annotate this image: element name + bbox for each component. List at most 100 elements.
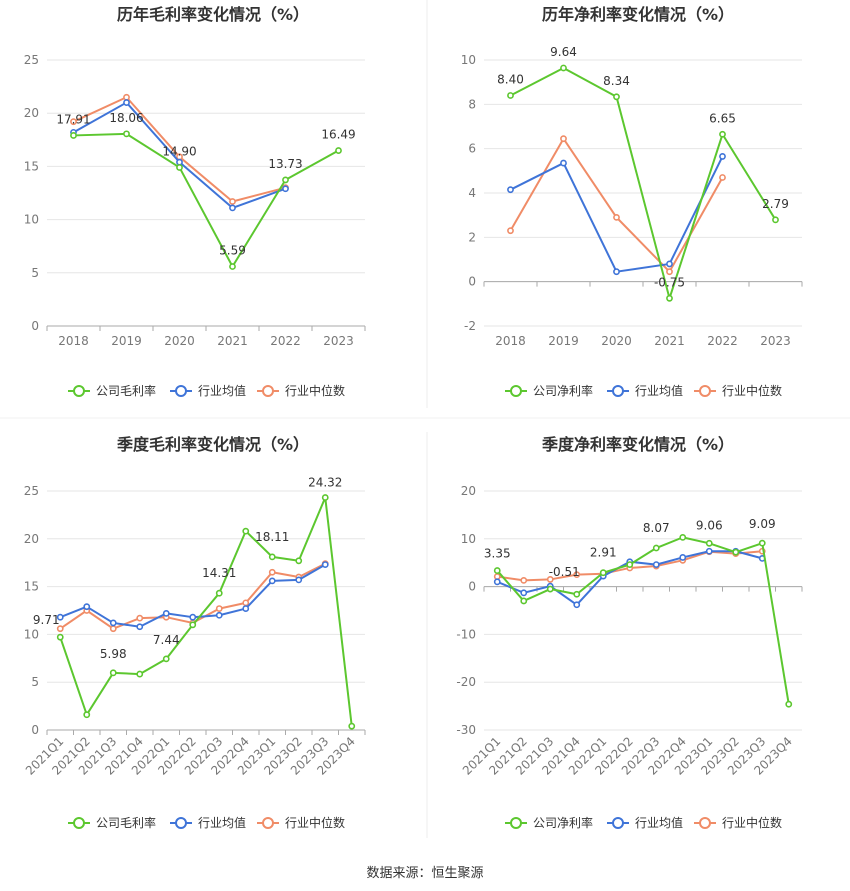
- x-tick-label: 2019: [548, 334, 579, 348]
- y-tick-label: 0: [31, 723, 39, 737]
- data-point-company: [573, 590, 581, 598]
- y-tick-label: 0: [468, 580, 476, 594]
- data-point-company: [493, 567, 501, 574]
- x-tick-label: 2021: [654, 334, 685, 348]
- data-source-note: 数据来源：恒生聚源: [366, 866, 484, 881]
- data-point-avg: [189, 613, 197, 621]
- legend-item-avg: 行业均值: [607, 815, 683, 830]
- data-label: -0.75: [654, 275, 685, 289]
- data-point-company: [242, 527, 250, 535]
- data-point-median: [666, 268, 673, 276]
- data-point-company: [215, 589, 223, 597]
- data-point-company: [229, 263, 236, 270]
- data-point-median: [613, 213, 620, 221]
- data-point-median: [560, 135, 567, 143]
- data-label: 3.35: [484, 547, 511, 561]
- legend-label: 公司毛利率: [96, 383, 156, 398]
- data-point-avg: [705, 547, 713, 555]
- data-point-avg: [56, 613, 64, 621]
- data-point-avg: [83, 603, 91, 611]
- data-label: 5.59: [219, 244, 246, 258]
- legend-marker: [175, 385, 187, 397]
- data-label: 8.07: [643, 521, 670, 535]
- chart-panel-4: 季度净利率变化情况（%）-30-20-10010202021Q12021Q220…: [456, 435, 803, 830]
- chart-title: 季度毛利率变化情况（%）: [116, 435, 309, 454]
- x-tick-label: 2019: [111, 334, 142, 348]
- data-point-company: [348, 722, 356, 730]
- data-label: 14.90: [162, 144, 196, 158]
- data-point-median: [229, 198, 236, 205]
- series-line-company: [73, 132, 339, 268]
- y-tick-label: 25: [24, 53, 39, 67]
- data-point-company: [162, 655, 170, 663]
- data-label: 9.64: [550, 45, 577, 59]
- data-point-avg: [493, 578, 501, 586]
- legend-marker: [510, 817, 522, 829]
- chart-title: 历年净利率变化情况（%）: [542, 5, 734, 24]
- data-point-avg: [679, 554, 687, 561]
- data-point-company: [785, 700, 793, 708]
- data-label: 14.31: [202, 566, 236, 580]
- y-tick-label: 5: [31, 675, 39, 689]
- legend-label: 公司净利率: [533, 815, 593, 830]
- data-point-median: [507, 227, 514, 235]
- data-point-avg: [560, 159, 567, 167]
- legend-item-median: 行业中位数: [257, 383, 345, 398]
- data-point-avg: [268, 577, 276, 585]
- chart-title: 季度净利率变化情况（%）: [541, 435, 734, 454]
- data-point-company: [560, 64, 567, 72]
- data-point-company: [56, 633, 64, 641]
- y-tick-label: -10: [456, 627, 476, 641]
- series-line-company: [510, 66, 777, 300]
- data-point-median: [109, 625, 117, 633]
- data-point-avg: [652, 561, 660, 569]
- data-point-median: [56, 625, 64, 633]
- y-tick-label: 4: [468, 186, 476, 200]
- data-point-avg: [136, 623, 144, 631]
- y-tick-label: 10: [461, 532, 476, 546]
- legend-label: 行业均值: [198, 815, 246, 830]
- legend-marker: [262, 385, 274, 397]
- legend-label: 公司净利率: [533, 383, 593, 398]
- x-tick-label: 2018: [58, 334, 89, 348]
- data-point-company: [705, 539, 713, 547]
- data-point-company: [268, 553, 276, 561]
- data-label: -0.51: [549, 565, 580, 579]
- y-tick-label: 20: [461, 484, 476, 498]
- x-tick-label: 2023: [323, 334, 354, 348]
- data-label: 16.49: [321, 128, 355, 142]
- data-label: 9.06: [696, 518, 723, 532]
- series-line-company: [59, 496, 353, 727]
- legend-label: 行业中位数: [722, 815, 782, 830]
- x-tick-label: 2022: [270, 334, 301, 348]
- legend-item-company: 公司毛利率: [68, 815, 156, 830]
- y-tick-label: 15: [24, 159, 39, 173]
- legend-label: 行业中位数: [285, 815, 345, 830]
- data-point-company: [626, 561, 634, 569]
- data-point-company: [732, 548, 740, 556]
- data-point-median: [493, 573, 501, 580]
- legend-marker: [510, 385, 522, 397]
- legend-label: 行业均值: [635, 815, 683, 830]
- data-label: 5.98: [100, 647, 127, 661]
- data-label: 18.06: [109, 111, 143, 125]
- data-point-company: [70, 132, 77, 139]
- data-point-company: [109, 669, 117, 677]
- legend-label: 公司毛利率: [96, 815, 156, 830]
- data-point-company: [507, 92, 514, 99]
- data-point-median: [546, 576, 554, 583]
- data-point-median: [242, 599, 250, 607]
- data-label: 7.44: [153, 633, 180, 647]
- legend-marker: [73, 817, 85, 829]
- data-point-median: [520, 576, 528, 584]
- x-tick-label: 2018: [495, 334, 526, 348]
- data-point-company: [772, 216, 779, 224]
- data-point-company: [282, 176, 289, 184]
- y-tick-label: 10: [24, 627, 39, 641]
- legend-marker: [699, 385, 711, 397]
- data-point-avg: [321, 561, 329, 569]
- data-point-median: [268, 568, 276, 576]
- data-point-avg: [162, 609, 170, 617]
- data-point-median: [215, 605, 223, 612]
- data-point-avg: [109, 619, 117, 627]
